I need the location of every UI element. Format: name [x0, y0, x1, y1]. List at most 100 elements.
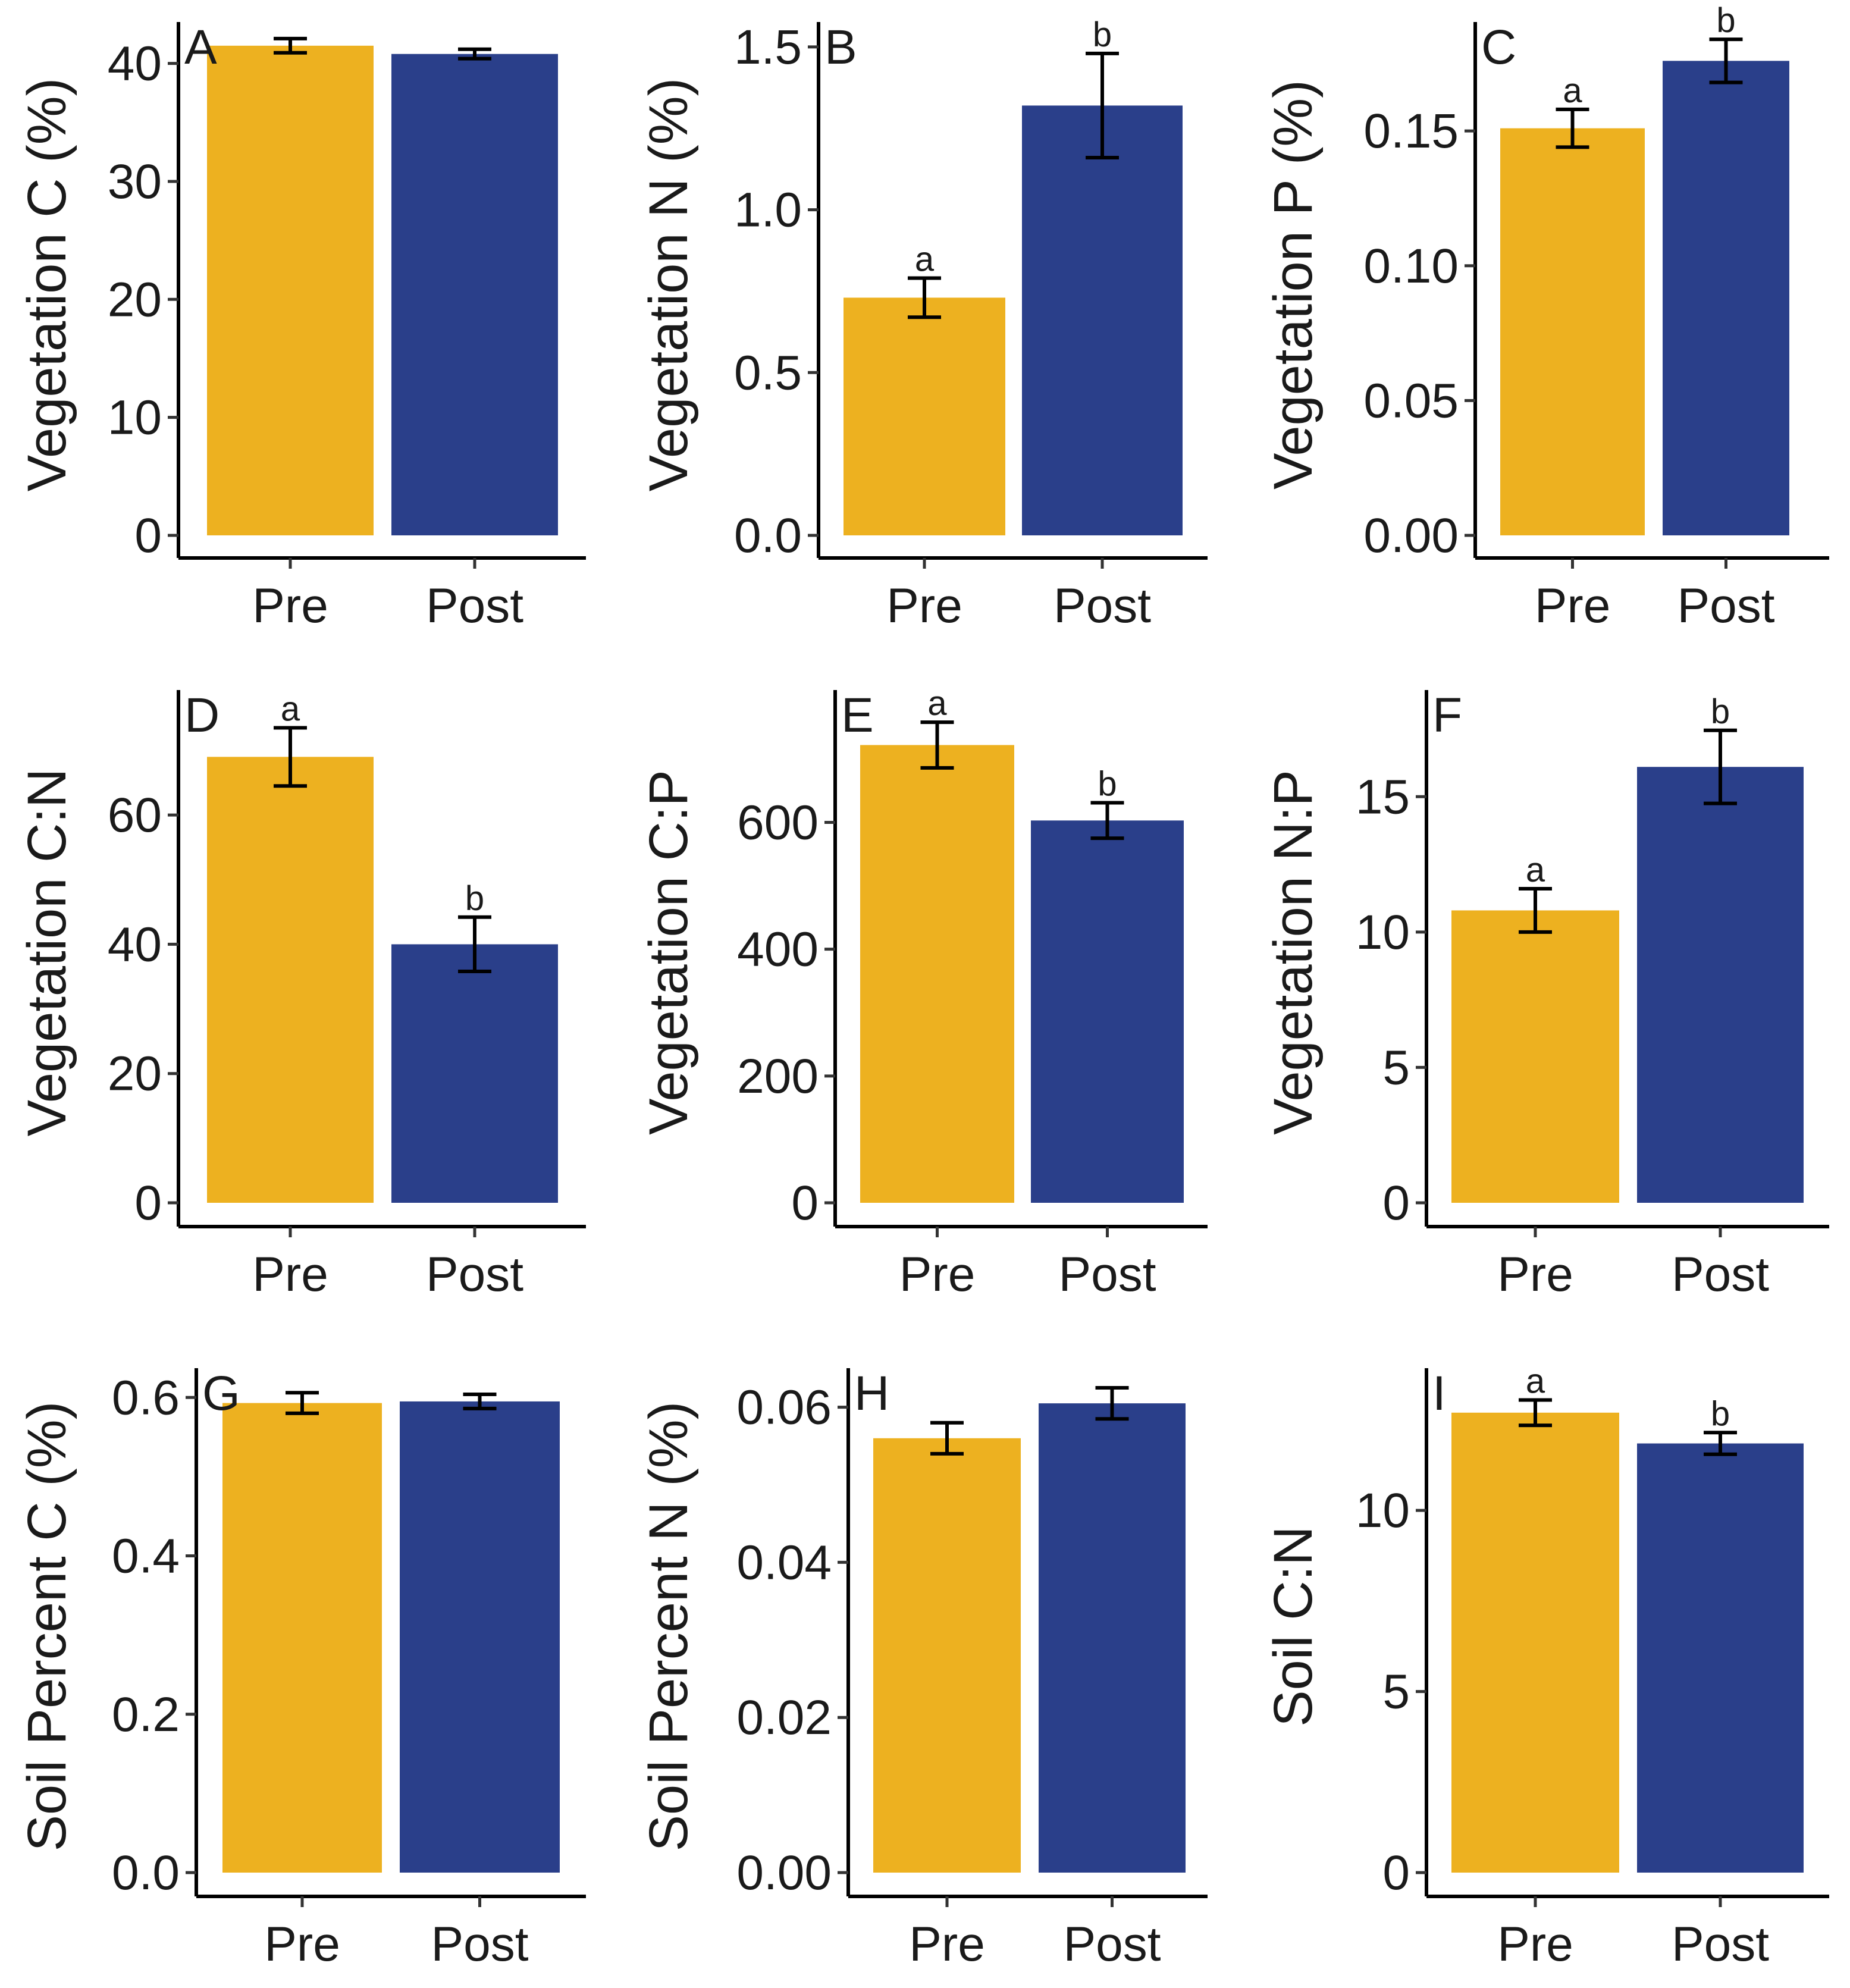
y-tick-label: 0	[791, 1176, 819, 1230]
x-tick-label-post: Post	[1053, 579, 1151, 633]
bar-pre	[207, 757, 374, 1203]
x-tick-label-pre: Pre	[899, 1247, 976, 1302]
error-bar-post	[1704, 1431, 1737, 1456]
bar-pre	[1500, 128, 1645, 535]
x-tick-label-post: Post	[1058, 1247, 1156, 1302]
bar-pre	[1451, 910, 1619, 1203]
y-axis-title: Vegetation N (%)	[638, 78, 699, 491]
x-tick-label-post: Post	[426, 579, 523, 633]
y-tick-label: 0.6	[112, 1371, 180, 1425]
error-bar-post	[1086, 51, 1119, 160]
y-tick-label: 60	[108, 788, 162, 842]
error-bar-post	[1090, 801, 1124, 841]
y-tick-label: 0.0	[734, 509, 802, 563]
panel-d: a b 0 20 40 60 Pre Post Vegetation C:N D	[17, 688, 586, 1302]
y-tick-label: 0.00	[1363, 509, 1459, 563]
significance-letter: b	[1716, 1, 1735, 40]
x-tick-label-post: Post	[1063, 1917, 1161, 1971]
x-tick-label-post: Post	[431, 1917, 528, 1971]
y-tick-label: 400	[737, 923, 819, 977]
bar-pre	[873, 1438, 1021, 1873]
bar-pre	[860, 745, 1014, 1203]
bar-post	[400, 1401, 560, 1873]
error-bar-post	[458, 47, 491, 61]
bar-post	[1663, 61, 1789, 536]
bar-pre	[844, 297, 1005, 535]
panel-c: a b 0.00 0.05 0.10 0.15 Pre Post Vegetation P (%…	[1263, 1, 1829, 633]
y-tick-label: 0.06	[736, 1381, 832, 1435]
y-axis-title: Soil C:N	[1263, 1526, 1324, 1726]
panel-letter: A	[184, 20, 217, 74]
y-tick-label: 0	[1382, 1846, 1410, 1900]
y-axis-title: Vegetation C:N	[17, 769, 77, 1137]
y-tick-label: 10	[108, 391, 162, 445]
x-tick-label-post: Post	[1672, 1917, 1769, 1971]
panel-letter: E	[841, 688, 874, 742]
y-axis-title: Vegetation N:P	[1263, 770, 1324, 1135]
y-tick-label: 10	[1356, 905, 1410, 959]
error-bar-pre	[1519, 1398, 1552, 1428]
x-tick-label-post: Post	[1672, 1247, 1769, 1302]
x-tick-label-pre: Pre	[1497, 1247, 1573, 1302]
significance-letter: a	[915, 240, 935, 279]
error-bar-pre	[1556, 107, 1589, 149]
bar-pre	[1451, 1412, 1619, 1873]
y-tick-label: 30	[108, 155, 162, 209]
y-tick-label: 0.4	[112, 1529, 180, 1583]
y-tick-label: 200	[737, 1049, 819, 1103]
y-tick-label: 0.02	[736, 1691, 832, 1745]
panel-letter: H	[854, 1366, 889, 1421]
panel-a: 0 10 20 30 40 Pre Post Vegetation C (%) A	[17, 20, 586, 633]
x-tick-label-pre: Pre	[909, 1917, 985, 1971]
x-tick-label-pre: Pre	[886, 579, 962, 633]
panel-letter: D	[184, 688, 220, 742]
panel-f: a b 0 5 10 15 Pre Post Vegetation N:P F	[1263, 688, 1829, 1302]
y-tick-label: 5	[1382, 1665, 1410, 1719]
y-tick-label: 0.15	[1363, 104, 1459, 158]
panel-letter: I	[1432, 1366, 1446, 1421]
bar-post	[391, 944, 558, 1203]
bar-pre	[222, 1403, 382, 1873]
error-bar-post	[1095, 1386, 1129, 1421]
significance-letter: a	[281, 689, 300, 728]
panel-letter: C	[1481, 20, 1516, 74]
x-tick-label-pre: Pre	[1535, 579, 1611, 633]
x-tick-label-post: Post	[426, 1247, 523, 1302]
bar-post	[391, 54, 558, 536]
x-tick-label-pre: Pre	[252, 579, 328, 633]
y-tick-label: 0.10	[1363, 239, 1459, 293]
y-axis-title: Vegetation P (%)	[1263, 80, 1324, 490]
y-tick-label: 40	[108, 917, 162, 971]
y-tick-label: 0.05	[1363, 374, 1459, 428]
error-bar-post	[458, 915, 491, 974]
x-tick-label-pre: Pre	[264, 1917, 340, 1971]
y-tick-label: 0.5	[734, 346, 802, 400]
y-tick-label: 0.0	[112, 1846, 180, 1900]
y-tick-label: 20	[108, 1047, 162, 1101]
significance-letter: a	[927, 684, 947, 723]
panel-h: 0.00 0.02 0.04 0.06 Pre Post Soil Percent N (%…	[638, 1366, 1208, 1971]
bar-post	[1039, 1403, 1186, 1873]
x-tick-label-pre: Pre	[1497, 1917, 1573, 1971]
error-bar-pre	[930, 1421, 964, 1456]
y-tick-label: 600	[737, 796, 819, 850]
panel-letter: F	[1432, 688, 1462, 742]
panel-i: a b 0 5 10 Pre Post Soil C:N I	[1263, 1362, 1829, 1971]
y-tick-label: 0.00	[736, 1846, 832, 1900]
y-axis-title: Soil Percent N (%)	[638, 1401, 699, 1852]
significance-letter: a	[1526, 851, 1545, 889]
significance-letter: b	[1093, 15, 1112, 54]
significance-letter: a	[1563, 71, 1582, 110]
error-bar-pre	[908, 276, 941, 319]
panel-e: a b 0 200 400 600 Pre Post Vegetation C:P E	[638, 684, 1208, 1302]
significance-letter: a	[1526, 1362, 1545, 1400]
error-bar-pre	[286, 1391, 319, 1415]
significance-letter: b	[1711, 1394, 1730, 1433]
bar-post	[1637, 767, 1804, 1203]
x-tick-label-post: Post	[1677, 579, 1774, 633]
y-tick-label: 1.0	[734, 183, 802, 237]
error-bar-pre	[920, 720, 954, 770]
y-tick-label: 0	[134, 1176, 162, 1230]
error-bar-pre	[274, 726, 307, 788]
